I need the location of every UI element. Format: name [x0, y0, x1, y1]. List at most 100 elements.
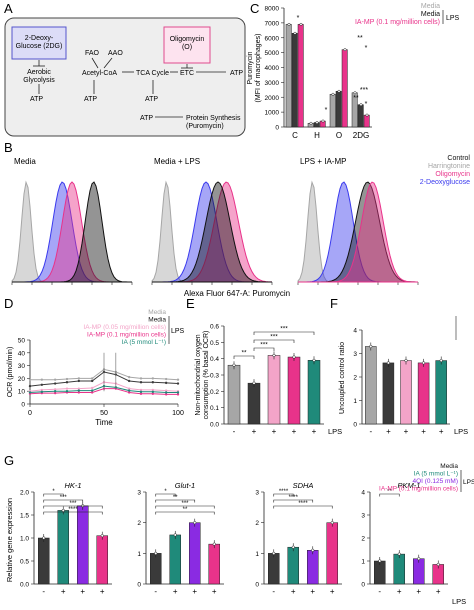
protein-text: Protein Synthesis	[186, 115, 241, 122]
g-legend-0: Media	[440, 463, 458, 470]
g-xlabel-0-1: +	[61, 587, 66, 596]
g-ytick-label-0-0: 0.0	[20, 582, 29, 589]
atp-2-label: ATP	[30, 96, 43, 103]
e-bar-2	[267, 355, 281, 425]
panel-label-d: D	[4, 296, 13, 311]
f-bar-4	[435, 360, 447, 425]
f-ytick-label-3: 3	[353, 351, 357, 358]
f-point-2	[404, 359, 408, 363]
c-sig-1: *	[325, 107, 328, 114]
oligomycin-text-line-1: (O)	[182, 44, 192, 51]
panel-c-chart: 0 1000 2000 3000 4000 5000 6000 7000 8000 Puromyc…	[247, 3, 460, 140]
g-point-2-1	[291, 545, 295, 549]
dg-text: 2-Deoxy-	[25, 35, 54, 42]
aerobic-text: Aerobic	[27, 69, 51, 76]
histogram-title-2: LPS + IA-MP	[300, 157, 346, 166]
e-ylabel-line-0: Non-mitochondrial oxygen	[195, 334, 202, 415]
g-gene-title-0: HK-1	[64, 481, 81, 490]
c-legend-0: Media	[421, 3, 440, 10]
c-point-0-1	[293, 31, 297, 35]
d-ytick-label-5: 50	[18, 338, 26, 345]
e-sig-0: **	[241, 350, 247, 357]
g-ytick-label-2-3: 3	[255, 490, 259, 497]
g-bar-1-3	[208, 543, 220, 585]
g-ytick-label-3-0: 0	[361, 582, 365, 589]
c-sig-0: *	[297, 15, 300, 22]
panel-b-histograms: Media Media + LPS LPS + IA-MP ControlHarrin…	[11, 155, 470, 298]
g-xlabel-3-0: -	[378, 587, 381, 596]
d-point-2-11	[164, 389, 168, 392]
c-point-3-0	[353, 91, 357, 95]
g-sig-2-0: ****	[279, 489, 289, 495]
f-bar-2	[400, 360, 412, 425]
g-point-2-2	[311, 548, 315, 552]
g-point-2-0	[272, 551, 276, 555]
c-ylabel-line-0: Puromycin	[247, 51, 254, 84]
g-sig-0-3: ****	[68, 507, 78, 513]
c-ytick-label-2: 2000	[265, 95, 280, 102]
d-point-3-10	[151, 392, 155, 395]
e-bar-3	[287, 356, 301, 425]
d-point-4-0	[28, 391, 32, 394]
e-point-2	[272, 353, 276, 357]
g-lps-label: LPS	[452, 597, 466, 606]
g-xlabel-0-2: +	[80, 587, 85, 596]
d-point-0-10	[151, 377, 155, 380]
c-sig-6: *	[365, 101, 368, 108]
panel-label-a: A	[4, 1, 13, 16]
d-point-3-9	[139, 392, 143, 395]
c-point-0-2	[299, 22, 303, 26]
panel-f-chart: 0 1 2 3 4 Uncoupled control ratio - + + + + LPS	[339, 316, 468, 436]
g-ytick-label-3-1: 1	[361, 559, 365, 566]
dg-text-line-1: Glucose (2DG)	[16, 43, 63, 50]
c-sig-5: **	[353, 95, 359, 102]
g-xlabel-3-2: +	[416, 587, 421, 596]
atp-5-label: ATP	[140, 115, 153, 122]
d-point-3-4	[77, 391, 81, 394]
g-point-3-1	[397, 552, 401, 556]
f-xlabel-4: +	[439, 427, 444, 436]
g-gene-title-3: PKM-1	[398, 481, 421, 490]
atp-3-label: ATP	[84, 96, 97, 103]
c-bar-3-1	[357, 104, 364, 128]
d-point-2-5	[90, 386, 94, 390]
f-ytick-label-0: 0	[353, 422, 357, 429]
d-point-1-11	[164, 381, 168, 385]
d-xtick-label-1: 50	[100, 410, 108, 417]
g-bar-2-3	[326, 522, 338, 585]
g-bar-0-3	[96, 535, 108, 585]
c-ytick-label-7: 7000	[265, 20, 280, 27]
e-xlabel-4: +	[312, 427, 317, 436]
g-sig-bracket-0-2	[43, 505, 103, 509]
c-ytick-label-3: 3000	[265, 80, 280, 87]
g-bar-1-1	[169, 534, 181, 585]
g-ytick-label-1-0: 0	[137, 582, 141, 589]
g-xlabel-2-3: +	[330, 587, 335, 596]
g-point-3-2	[417, 557, 421, 561]
d-point-0-2	[53, 378, 57, 381]
g-ytick-label-1-2: 2	[137, 520, 141, 527]
d-point-2-4	[77, 387, 81, 390]
f-xlabel-0: -	[369, 427, 372, 436]
c-ytick-label-5: 5000	[265, 50, 280, 57]
d-point-4-4	[77, 389, 81, 392]
g-ylabel-line-0: Relative gene expression	[5, 498, 14, 582]
e-sig-3: ***	[280, 326, 288, 333]
g-point-3-3	[436, 562, 440, 567]
c-bar-0-2	[297, 24, 304, 128]
f-point-1	[386, 361, 390, 365]
tca-label: TCA Cycle	[136, 70, 169, 77]
c-category-0: C	[292, 131, 298, 140]
d-point-1-8	[127, 379, 131, 383]
d-ytick-label-1: 10	[18, 389, 26, 396]
d-point-0-11	[164, 377, 168, 381]
d-point-4-12	[176, 391, 180, 394]
g-xlabel-1-3: +	[212, 587, 217, 596]
d-xtick-label-0: 0	[28, 410, 32, 417]
g-xlabel-2-0: -	[272, 587, 275, 596]
panel-label-b: B	[4, 140, 13, 155]
histogram-curve-2-3	[298, 181, 418, 283]
e-ytick-label-1: 0.1	[210, 405, 219, 412]
g-ytick-label-0-1: 0.5	[20, 559, 29, 566]
g-xlabel-1-0: -	[154, 587, 157, 596]
